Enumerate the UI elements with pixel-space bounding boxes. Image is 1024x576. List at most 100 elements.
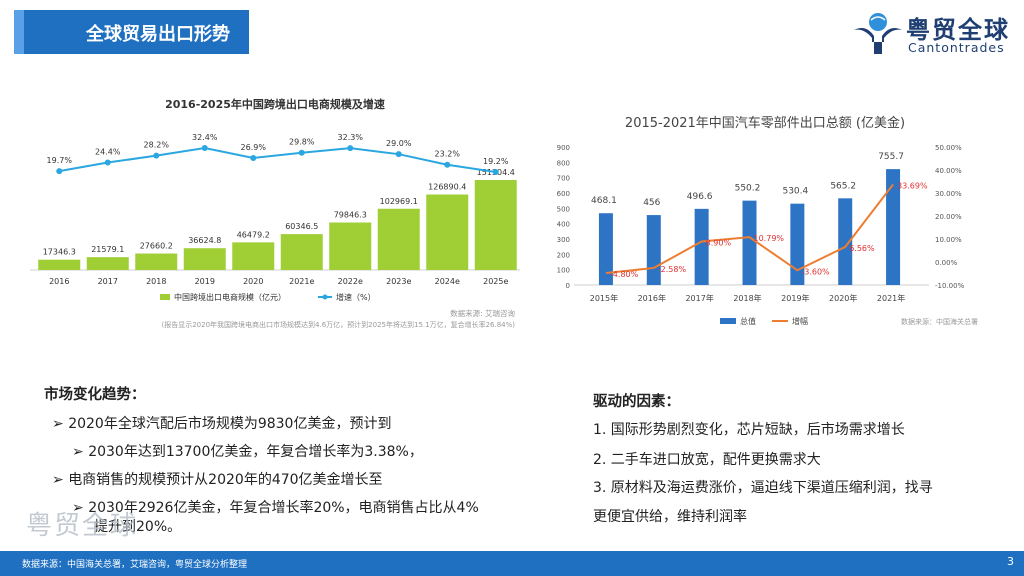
growth-line: [605, 183, 894, 275]
x-tick-label: 2019: [195, 277, 215, 286]
y-tick-label: 300: [557, 236, 570, 244]
market-line-3: ➢ 电商销售的规模预计从2020年的470亿美金增长至: [52, 472, 383, 488]
bar-label: 102969.1: [380, 197, 418, 206]
logo-brand: 粤贸全球: [906, 16, 1010, 44]
bar-label: 565.2: [830, 181, 856, 191]
watermark: 粤贸全球: [26, 511, 139, 541]
bar: [183, 248, 226, 270]
growth-point: [250, 155, 257, 161]
market-line-4: ➢ 2030年2926亿美金，年复合增长率20%，电商销售占比从4%: [72, 500, 479, 516]
legend-label: 增速（%）: [336, 292, 376, 302]
x-tick-label: 2025e: [483, 277, 508, 286]
y-tick-label: 400: [557, 221, 570, 229]
y-tick-label: 600: [557, 190, 570, 198]
bar-label: 755.7: [878, 152, 904, 162]
drivers-heading: 驱动的因素：: [593, 394, 680, 410]
x-tick-label: 2016年: [638, 293, 666, 303]
bar-label: 468.1: [591, 196, 617, 206]
bar: [377, 208, 420, 270]
bar: [38, 259, 81, 270]
growth-label: 29.8%: [289, 138, 315, 147]
y2-tick-label: 0.00%: [935, 259, 958, 267]
growth-label: 33.69%: [897, 182, 928, 191]
x-tick-label: 2018年: [733, 293, 761, 303]
growth-line: [59, 146, 496, 173]
market-line-2: ➢ 2030年达到13700亿美金，年复合增长率为3.38%，: [72, 444, 423, 460]
x-tick-label: 2020年: [829, 293, 857, 303]
growth-label: 32.4%: [192, 133, 218, 142]
legend-label: 中国跨境出口电商规模（亿元）: [174, 292, 286, 302]
bar: [790, 203, 805, 285]
auto-parts-export-chart: 2015-2021年中国汽车零部件出口总额 (亿美金) 0 100 200 300 400…: [557, 115, 978, 326]
x-tick-label: 2021年: [877, 293, 905, 303]
globe-person-icon: [854, 13, 902, 54]
growth-label: 32.3%: [338, 133, 364, 142]
growth-label: 19.2%: [483, 157, 509, 166]
legend-label: 总值: [740, 316, 756, 326]
bar: [742, 200, 757, 285]
market-trend-block: 市场变化趋势： ➢ 2020年全球汽配后市场规模为9830亿美金，预计到 ➢ 2…: [44, 383, 544, 543]
x-tick-label: 2015年: [590, 293, 618, 303]
legend-label: 增幅: [792, 316, 808, 326]
page-number: 3: [1007, 555, 1014, 568]
bar-label: 46479.2: [237, 230, 270, 239]
bar: [646, 215, 661, 285]
driver-line-2: 2. 二手车进口放宽，配件更换需求大: [593, 452, 821, 468]
bullet-arrow-icon: ➢: [52, 472, 69, 488]
growth-point: [104, 159, 111, 166]
footer-source: 数据来源：中国海关总署，艾瑞咨询，粤贸全球分析整理: [22, 560, 248, 570]
y-tick-label: 500: [557, 205, 570, 213]
growth-label: -4.80%: [610, 270, 639, 279]
x-tick-label: 2017: [98, 277, 118, 286]
growth-label: 10.79%: [754, 234, 785, 243]
y2-tick-label: 50.00%: [935, 144, 962, 152]
market-line-5: 提升到20%。: [94, 519, 182, 535]
y-tick-label: 900: [557, 144, 570, 152]
bar: [598, 213, 613, 285]
legend-swatch: [160, 294, 170, 300]
bullet-arrow-icon: ➢: [72, 500, 89, 516]
bar: [232, 242, 275, 270]
growth-point: [395, 151, 402, 158]
growth-point: [201, 145, 208, 151]
growth-point: [153, 152, 160, 159]
y2-tick-label: 30.00%: [935, 190, 962, 198]
growth-label: 26.9%: [241, 143, 267, 152]
x-tick-label: 2017年: [685, 293, 713, 303]
bar-label: 126890.4: [428, 183, 466, 192]
footer: 数据来源：中国海关总署，艾瑞咨询，粤贸全球分析整理 3: [0, 551, 1024, 576]
y-tick-label: 100: [557, 267, 570, 275]
growth-point: [444, 161, 451, 168]
y-tick-label: 800: [557, 159, 570, 167]
market-trend-heading: 市场变化趋势：: [44, 387, 146, 403]
chart-source: 数据来源: 艾瑞咨询: [450, 308, 515, 318]
driver-line-1: 1. 国际形势剧烈变化，芯片短缺，后市场需求增长: [593, 422, 905, 438]
bar-label: 496.6: [687, 192, 713, 202]
chart-title: 2015-2021年中国汽车零部件出口总额 (亿美金): [625, 115, 905, 131]
y-tick-label: 700: [557, 175, 570, 183]
driver-line-4: 更便宜供给，维持利润率: [593, 509, 747, 525]
bar: [474, 180, 517, 270]
bar-label: 17346.3: [43, 248, 76, 257]
y2-tick-label: -10.00%: [935, 282, 965, 290]
legend-swatch: [720, 318, 736, 324]
bar-label: 456: [643, 198, 660, 208]
driver-line-3: 3. 原材料及海运费涨价，逼迫线下渠道压缩利润，找寻: [593, 480, 933, 496]
growth-label: 24.4%: [95, 148, 121, 157]
growth-label: 19.7%: [47, 156, 73, 165]
x-tick-label: 2022e: [338, 277, 363, 286]
title-accent: [14, 10, 24, 54]
bar: [329, 222, 372, 270]
page-title: 全球贸易出口形势: [86, 24, 230, 45]
x-tick-label: 2019年: [781, 293, 809, 303]
bar-label: 60346.5: [285, 222, 318, 231]
bar: [694, 208, 709, 285]
bar-label: 36624.8: [188, 236, 221, 245]
bar: [838, 198, 853, 285]
chart-source: 数据来源：中国海关总署: [901, 317, 978, 326]
growth-point: [298, 149, 305, 156]
drivers-block: 驱动的因素： 1. 国际形势剧烈变化，芯片短缺，后市场需求增长 2. 二手车进口…: [593, 390, 993, 540]
x-tick-label: 2020: [243, 277, 263, 286]
bullet-arrow-icon: ➢: [52, 416, 69, 432]
growth-label: -3.60%: [801, 267, 830, 276]
